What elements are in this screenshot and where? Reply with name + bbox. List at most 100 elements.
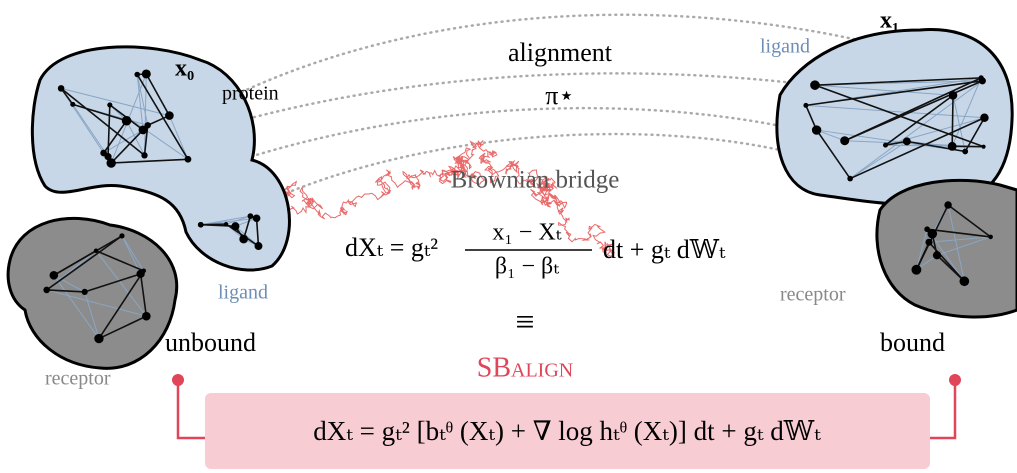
atom — [239, 234, 248, 244]
atom — [121, 115, 132, 126]
x1-label: x₁ — [880, 8, 899, 34]
edge — [136, 74, 189, 160]
edge — [53, 275, 100, 339]
edge — [849, 80, 983, 179]
receptor-label: receptor — [45, 368, 111, 390]
edge — [168, 115, 189, 160]
protein-blob-unbound — [30, 45, 291, 272]
bracket-dot — [949, 374, 961, 386]
edge — [111, 158, 189, 164]
atom — [81, 288, 88, 295]
brownian-path — [243, 140, 616, 258]
edge — [136, 74, 144, 130]
edge — [951, 95, 954, 147]
atom — [981, 144, 986, 149]
receptor-blob-bound — [875, 178, 1017, 319]
edge — [46, 235, 123, 291]
edge — [72, 103, 127, 122]
edge — [936, 254, 965, 282]
equation-denominator: β₁ − βₜ — [495, 254, 559, 280]
edge — [139, 273, 148, 317]
model-box — [205, 393, 930, 469]
edge — [915, 229, 928, 270]
atom — [911, 264, 922, 275]
atom — [119, 233, 125, 239]
atom — [988, 234, 993, 240]
edge — [951, 77, 982, 147]
edge — [844, 80, 983, 142]
alignment-label: alignment — [508, 38, 613, 67]
bound-label: bound — [880, 328, 945, 357]
edges — [60, 73, 189, 164]
edge — [928, 236, 991, 243]
atom — [847, 175, 853, 182]
edge — [60, 87, 170, 117]
edge — [103, 129, 144, 154]
edge — [814, 77, 982, 86]
alignment-arcs — [213, 13, 882, 202]
edge — [885, 94, 954, 146]
atom — [932, 251, 942, 260]
edge — [98, 270, 145, 339]
arc — [223, 72, 852, 127]
atom — [803, 102, 809, 108]
atom — [49, 271, 59, 280]
method-name: SBalign — [477, 352, 573, 383]
edge — [121, 235, 145, 272]
graph — [57, 69, 192, 168]
equation-numerator: x₁ − Xₜ — [492, 220, 561, 246]
atom — [925, 238, 933, 246]
atom — [141, 69, 151, 79]
edge — [110, 129, 144, 164]
atom — [106, 158, 116, 168]
bracket-dot — [172, 374, 184, 386]
arc — [268, 132, 782, 202]
atom — [57, 85, 65, 92]
atom — [197, 221, 204, 228]
atom — [810, 80, 820, 90]
graph — [803, 75, 989, 182]
ligand-label: ligand — [218, 282, 268, 304]
atom — [883, 142, 888, 148]
edge — [815, 129, 851, 180]
atom — [107, 102, 113, 108]
edge — [947, 204, 965, 282]
atom — [924, 226, 930, 233]
atom — [978, 77, 986, 85]
graph — [43, 233, 151, 344]
edge — [200, 223, 236, 228]
bracket — [930, 380, 957, 440]
edges — [805, 77, 986, 180]
edge — [805, 104, 985, 119]
atom — [142, 311, 151, 321]
atom — [254, 242, 263, 250]
x0-label: x₀ — [175, 56, 194, 82]
atom — [223, 222, 229, 227]
molecular-graphs — [43, 69, 993, 344]
edge — [849, 140, 908, 179]
ligand-label: ligand — [760, 36, 810, 58]
atom — [247, 213, 254, 219]
atom — [980, 113, 989, 122]
edge — [136, 74, 149, 126]
atom — [947, 141, 957, 151]
atom — [811, 125, 822, 135]
edge — [46, 289, 85, 293]
atom — [927, 229, 938, 239]
atom — [93, 248, 99, 253]
equivalence: ≡ — [515, 304, 534, 341]
edge — [952, 95, 966, 152]
edge — [200, 217, 257, 226]
atom — [43, 286, 50, 294]
edge — [95, 250, 144, 272]
equation-rhs: dt + gₜ d𝕎ₜ — [603, 235, 726, 264]
edge — [814, 84, 954, 96]
edge — [805, 80, 983, 107]
receptor-label: receptor — [780, 284, 846, 306]
edge — [927, 228, 991, 238]
edge — [84, 291, 100, 339]
atom — [840, 136, 850, 146]
edge — [816, 129, 845, 142]
atom — [959, 276, 970, 287]
